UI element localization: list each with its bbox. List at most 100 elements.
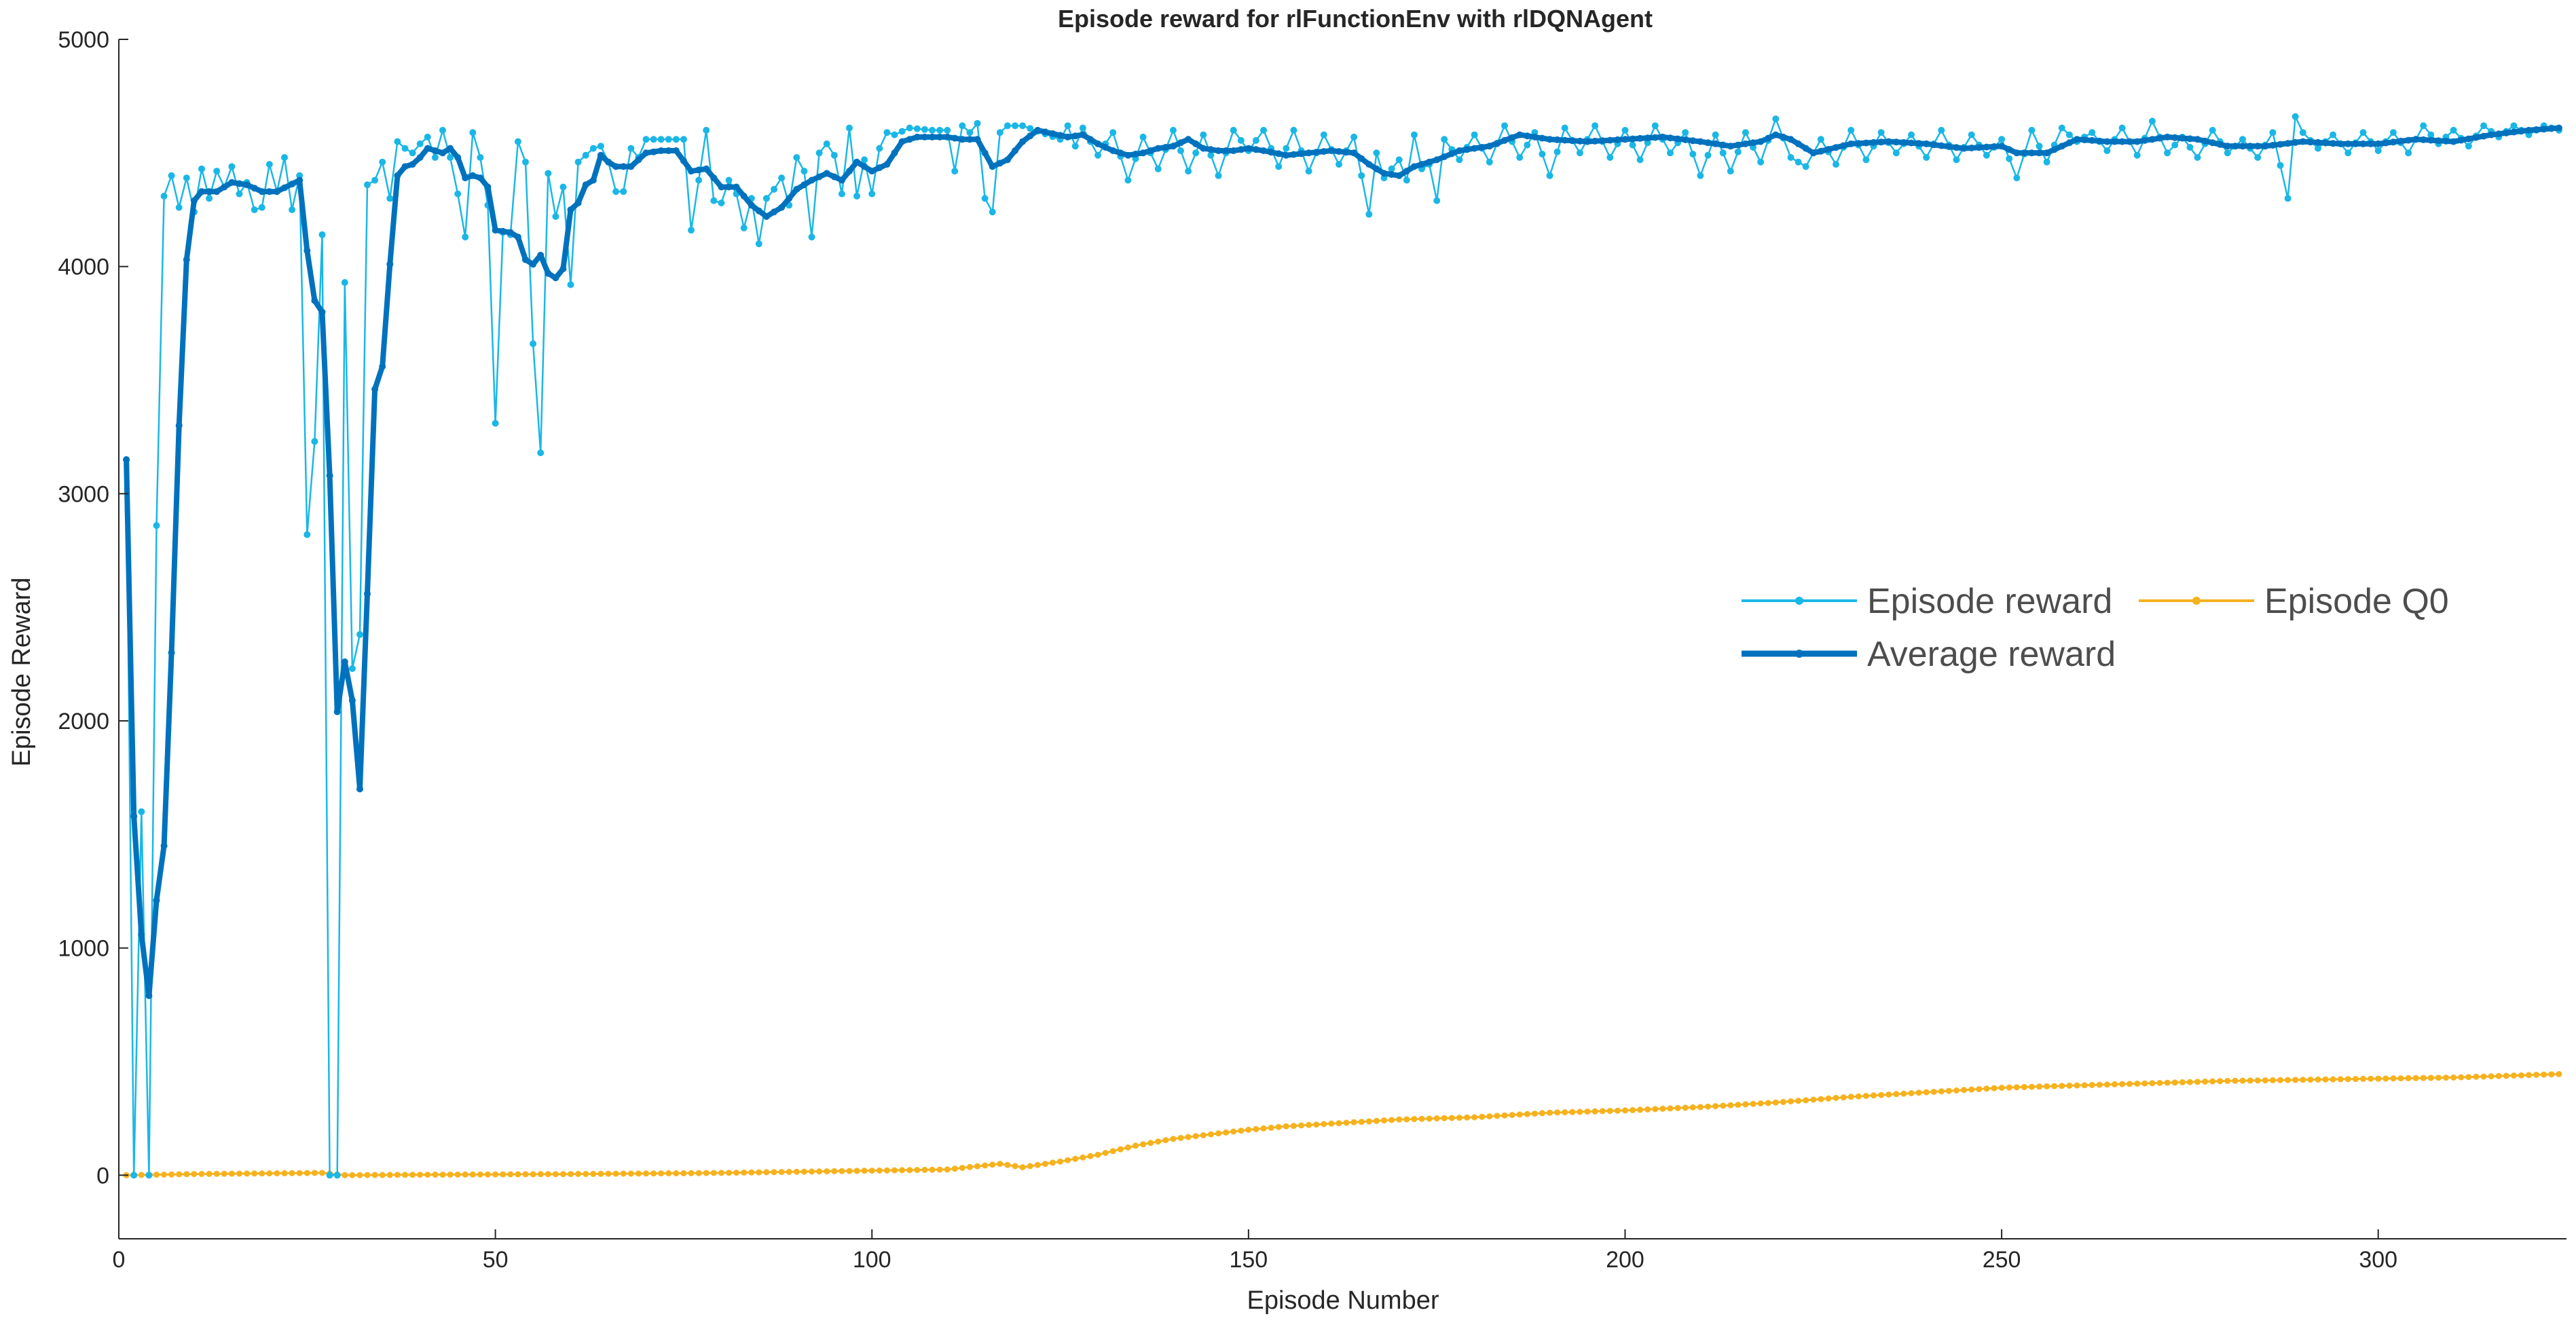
data-point-episode-q0 — [2450, 1074, 2457, 1081]
data-point-average-reward — [2389, 138, 2397, 146]
data-point-average-reward — [2457, 136, 2465, 144]
data-point-average-reward — [130, 813, 138, 820]
data-point-episode-reward — [1667, 149, 1674, 157]
data-point-average-reward — [1501, 136, 1508, 144]
data-point-episode-q0 — [1562, 1109, 1568, 1116]
data-point-episode-reward — [2269, 129, 2277, 136]
data-point-episode-q0 — [2119, 1081, 2126, 1087]
data-point-average-reward — [823, 170, 830, 177]
data-point-episode-q0 — [1381, 1117, 1387, 1124]
data-point-average-reward — [2006, 146, 2013, 153]
data-point-episode-q0 — [665, 1170, 672, 1176]
data-point-episode-reward — [688, 227, 695, 234]
x-tick-label: 300 — [2359, 1247, 2397, 1273]
data-point-average-reward — [1275, 150, 1283, 157]
data-point-episode-reward — [906, 124, 913, 132]
data-point-episode-reward — [2420, 122, 2427, 130]
data-point-average-reward — [1290, 151, 1298, 158]
data-point-episode-reward — [1192, 149, 1200, 157]
data-point-average-reward — [1546, 136, 1553, 143]
data-point-average-reward — [364, 590, 371, 597]
data-point-episode-q0 — [605, 1170, 612, 1177]
data-point-average-reward — [1117, 149, 1124, 157]
data-point-episode-q0 — [771, 1169, 777, 1176]
data-point-episode-reward — [951, 168, 959, 175]
data-point-episode-q0 — [778, 1169, 785, 1176]
data-point-episode-q0 — [575, 1171, 582, 1177]
data-point-average-reward — [1682, 136, 1689, 143]
data-point-episode-q0 — [1780, 1098, 1786, 1105]
data-point-average-reward — [1139, 149, 1147, 157]
data-point-episode-reward — [1207, 151, 1215, 159]
data-point-episode-reward — [530, 340, 537, 348]
data-point-episode-reward — [725, 176, 733, 184]
data-point-episode-q0 — [1306, 1121, 1312, 1128]
data-point-average-reward — [1689, 137, 1697, 145]
data-point-episode-q0 — [251, 1170, 258, 1177]
data-point-episode-q0 — [2036, 1083, 2042, 1090]
data-point-episode-q0 — [1336, 1120, 1342, 1127]
data-point-average-reward — [251, 185, 258, 192]
data-point-episode-reward — [2374, 147, 2382, 154]
data-point-episode-q0 — [1456, 1115, 1462, 1121]
legend-label-average-reward: Average reward — [1867, 635, 2116, 674]
data-point-average-reward — [1787, 136, 1795, 143]
data-point-average-reward — [808, 176, 815, 184]
data-point-average-reward — [1094, 140, 1101, 147]
data-point-average-reward — [1516, 131, 1524, 138]
data-point-episode-q0 — [1494, 1113, 1501, 1119]
data-point-episode-reward — [921, 126, 928, 133]
data-point-episode-q0 — [1930, 1089, 1937, 1095]
data-point-average-reward — [424, 145, 431, 152]
data-point-average-reward — [2133, 138, 2141, 145]
data-point-episode-q0 — [824, 1168, 830, 1175]
data-point-average-reward — [522, 256, 529, 263]
data-point-episode-q0 — [921, 1166, 928, 1173]
data-point-episode-reward — [1908, 131, 1915, 138]
data-point-episode-reward — [1983, 151, 1990, 159]
data-point-episode-reward — [1516, 154, 1524, 161]
data-point-average-reward — [876, 164, 883, 172]
data-point-average-reward — [786, 195, 793, 202]
data-point-average-reward — [868, 168, 876, 175]
data-point-episode-q0 — [1847, 1094, 1854, 1100]
data-point-episode-q0 — [2307, 1077, 2314, 1083]
data-point-average-reward — [2337, 140, 2344, 147]
data-point-episode-q0 — [2186, 1079, 2193, 1085]
data-point-episode-q0 — [1365, 1118, 1372, 1125]
data-point-episode-q0 — [2420, 1075, 2427, 1081]
data-point-episode-q0 — [2526, 1072, 2532, 1079]
data-point-episode-reward — [1019, 122, 1027, 130]
data-point-episode-q0 — [1991, 1085, 1998, 1091]
data-point-average-reward — [138, 931, 145, 938]
data-point-episode-q0 — [2533, 1071, 2540, 1078]
data-point-average-reward — [296, 176, 303, 184]
data-point-average-reward — [2555, 124, 2562, 132]
data-point-average-reward — [228, 179, 236, 186]
data-point-episode-reward — [996, 129, 1004, 136]
data-point-average-reward — [883, 161, 891, 168]
data-point-episode-q0 — [2194, 1079, 2201, 1085]
data-point-average-reward — [1667, 134, 1674, 142]
data-point-episode-reward — [251, 206, 258, 213]
data-point-average-reward — [2540, 126, 2547, 133]
x-axis-label: Episode Number — [1247, 1286, 1439, 1315]
data-point-episode-q0 — [710, 1170, 717, 1176]
data-point-average-reward — [2028, 149, 2036, 157]
data-point-episode-q0 — [868, 1168, 875, 1174]
data-point-episode-q0 — [2224, 1077, 2231, 1084]
data-point-episode-q0 — [1871, 1092, 1877, 1099]
data-point-average-reward — [695, 166, 703, 174]
data-point-average-reward — [589, 176, 597, 184]
data-point-average-reward — [1719, 141, 1727, 149]
data-point-episode-reward — [1350, 133, 1358, 141]
data-point-episode-reward — [657, 136, 665, 143]
data-point-episode-q0 — [228, 1170, 235, 1177]
x-tick-label: 100 — [853, 1247, 891, 1273]
data-point-average-reward — [733, 183, 740, 191]
data-point-episode-q0 — [281, 1170, 288, 1176]
data-point-episode-q0 — [1833, 1095, 1839, 1101]
data-point-episode-q0 — [906, 1167, 913, 1174]
data-point-average-reward — [1772, 131, 1780, 138]
data-point-episode-q0 — [568, 1171, 574, 1178]
